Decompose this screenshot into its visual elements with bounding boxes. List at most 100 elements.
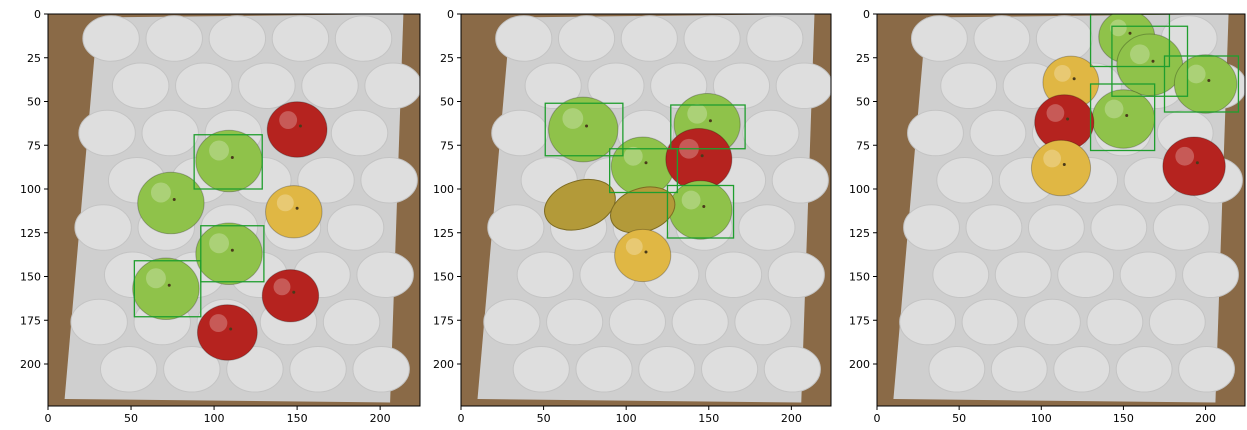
tray-cup: [1035, 15, 1093, 62]
fruit-highlight: [681, 190, 701, 210]
y-tick-label: 100: [433, 183, 454, 196]
tray-cup: [587, 62, 645, 109]
fruit-highlight: [1186, 64, 1206, 84]
green-apple-fruit: [610, 136, 675, 197]
tray-cup: [491, 109, 549, 157]
tray-cup: [965, 204, 1023, 251]
detection-box: [1163, 55, 1240, 113]
tray-cup: [352, 346, 410, 393]
fruit-stem: [1151, 59, 1155, 63]
fruit-stem: [644, 250, 648, 254]
tray-cup: [994, 251, 1052, 298]
fruit-highlight: [562, 108, 584, 129]
tray-cup: [1152, 204, 1210, 251]
green-apple-fruit: [1173, 54, 1238, 114]
tray-cup: [608, 298, 666, 346]
panel-3: 0 50 100 150 200 0 25 50 75 100 125 150 175 200: [849, 8, 1246, 425]
tray-cup: [932, 251, 990, 298]
fruit-stem: [1072, 77, 1076, 81]
y-tick-label: 200: [849, 358, 870, 371]
tray-cup: [712, 62, 771, 109]
fruit-stem: [1128, 31, 1132, 35]
y-tick-label: 175: [849, 314, 870, 327]
red-apple-fruit: [266, 101, 328, 158]
green-apple-fruit: [195, 129, 263, 193]
fruit-highlight: [1043, 149, 1061, 168]
tray-cup: [360, 157, 418, 204]
x-tick-label: 50: [952, 412, 966, 425]
tray-cup: [1148, 298, 1206, 346]
fruit-highlight: [150, 182, 171, 203]
fruit-highlight: [1109, 19, 1127, 37]
tray-cup: [208, 15, 267, 62]
tray-cup: [742, 109, 800, 157]
tray-cup: [238, 62, 296, 109]
tray-cup: [763, 346, 821, 393]
tray-cup: [1090, 204, 1148, 251]
tray-cup: [512, 346, 570, 393]
tray-cup: [330, 109, 389, 157]
tray-cup: [928, 346, 986, 393]
fruit-stem: [1062, 163, 1066, 166]
detection-box: [609, 148, 679, 194]
y-tick-label: 0: [447, 8, 454, 21]
tray-cup: [701, 346, 759, 393]
red-apple-fruit: [261, 269, 320, 323]
tray-cup: [1086, 298, 1144, 346]
y-tick-label: 200: [20, 358, 41, 371]
tray-cup: [74, 204, 132, 251]
green-apple-fruit: [1116, 33, 1184, 97]
fruit-stem: [1207, 79, 1211, 82]
tray-cup: [903, 204, 960, 251]
fruit-highlight: [276, 194, 294, 212]
tray-cup: [322, 298, 381, 346]
tray-cup: [326, 204, 385, 251]
tray-cup: [738, 204, 796, 251]
green-apple-fruit: [132, 257, 200, 321]
tray-cup: [82, 15, 140, 62]
detection-box: [1111, 25, 1189, 97]
tray-cup: [546, 298, 604, 346]
y-tick-label: 75: [440, 139, 454, 152]
tray-cup: [911, 15, 968, 62]
yellow-apple-fruit: [265, 185, 323, 239]
red-apple-fruit: [1162, 136, 1226, 197]
y-tick-label: 175: [20, 314, 41, 327]
tray-cup: [516, 251, 574, 298]
detection-box: [133, 260, 202, 318]
fruit-stem: [644, 161, 648, 165]
axes-frame: [47, 13, 421, 407]
tray-cup: [1178, 346, 1235, 393]
y-tick-label: 50: [27, 96, 41, 109]
tray-cup: [961, 298, 1019, 346]
x-tick-label: 100: [204, 412, 225, 425]
tray-cup: [771, 157, 829, 204]
tray-cup: [364, 62, 420, 109]
tray-cup: [767, 251, 825, 298]
tray-cup: [746, 15, 804, 62]
y-tick-label: 50: [856, 96, 870, 109]
tray-cup: [557, 15, 616, 62]
fruit-stem: [1195, 161, 1199, 165]
fruit-stem: [1066, 117, 1070, 121]
x-tick-label: 100: [1031, 412, 1052, 425]
x-tick-label: 150: [698, 412, 719, 425]
y-tick-label: 100: [849, 183, 870, 196]
fruit-highlight: [625, 238, 643, 255]
fruit-highlight: [687, 103, 708, 124]
panel-2: 0 50 100 150 200 0 25 50 75 100 125 150 175 200: [433, 8, 832, 425]
panel-1: 0 50 100 150 200 0 25 50 75 100 125 150 175 200: [20, 8, 421, 425]
x-tick-label: 200: [370, 412, 391, 425]
tray-cup: [575, 346, 633, 393]
y-tick-label: 25: [856, 52, 870, 65]
image-area: [877, 14, 1245, 406]
y-tick-label: 75: [27, 139, 41, 152]
tray-cup: [973, 15, 1031, 62]
y-tick-label: 200: [433, 358, 454, 371]
fruit-highlight: [1046, 104, 1065, 122]
yellow-apple-fruit: [614, 228, 672, 283]
fruit-highlight: [1054, 64, 1071, 82]
tray-cup: [1182, 251, 1239, 298]
pear-fruit: [544, 178, 616, 231]
